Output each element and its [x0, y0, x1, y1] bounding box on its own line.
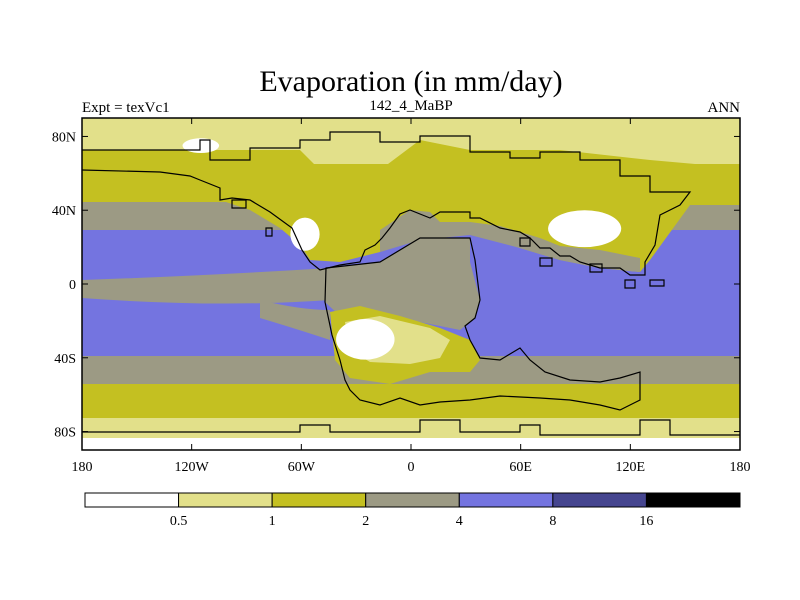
y-tick-label: 0 — [69, 278, 76, 293]
map-plot-area — [82, 118, 740, 450]
island-1 — [519, 237, 531, 247]
island-3 — [589, 263, 603, 273]
colorbar: 0.5 1 2 4 8 16 — [84, 492, 741, 529]
colorbar-swatch — [271, 492, 367, 508]
antarctic-coast — [82, 419, 740, 436]
island-5 — [649, 279, 665, 287]
south-high-lat-band — [82, 418, 740, 440]
colorbar-label: 8 — [549, 514, 556, 529]
colorbar-label: 2 — [362, 514, 369, 529]
colorbar-swatch — [365, 492, 460, 508]
experiment-label: Expt = texVc1 — [82, 100, 170, 116]
northern-continent-gray — [380, 210, 640, 272]
gray-eastern-pacific — [260, 300, 330, 340]
y-tick-label: 80N — [52, 130, 76, 145]
x-tick-label: 0 — [408, 460, 415, 475]
x-tick-label: 120E — [616, 460, 646, 475]
southern-continent-coast — [324, 237, 641, 411]
colorbar-label: 16 — [639, 514, 653, 529]
colorbar-label: 4 — [456, 514, 463, 529]
island-7 — [265, 227, 273, 237]
y-axis-ticks: 80N 40N 0 40S 80S — [52, 130, 740, 441]
gray-tropical-tongue — [82, 268, 330, 304]
island-4 — [624, 279, 636, 289]
white-zone-north-american-desert — [290, 217, 320, 251]
northern-continent-coast — [82, 131, 692, 276]
colorbar-swatch — [458, 492, 554, 508]
y-tick-label: 40S — [54, 352, 76, 367]
y-tick-label: 40N — [52, 204, 76, 219]
x-tick-label: 180 — [72, 460, 93, 475]
colorbar-label: 1 — [269, 514, 276, 529]
x-axis-ticks: 180 120W 60W 0 60E 120E 180 — [72, 118, 751, 475]
coastline-overlay — [82, 131, 740, 436]
colorbar-swatch — [178, 492, 273, 508]
x-tick-label: 60E — [509, 460, 532, 475]
colorbar-label: 0.5 — [170, 514, 188, 529]
x-tick-label: 120W — [175, 460, 210, 475]
y-tick-label: 80S — [54, 426, 76, 441]
chart-title: Evaporation (in mm/day) — [259, 65, 562, 98]
x-tick-label: 60W — [288, 460, 316, 475]
white-zone-asian-desert — [548, 210, 622, 248]
colorbar-swatch — [552, 492, 647, 508]
white-zone-southern-desert — [336, 319, 395, 360]
period-label: 142_4_MaBP — [369, 98, 452, 114]
season-label: ANN — [708, 100, 741, 116]
x-tick-label: 180 — [730, 460, 751, 475]
colorbar-swatch — [645, 492, 741, 508]
colorbar-swatch — [84, 492, 180, 508]
island-2 — [539, 257, 553, 267]
island-6 — [231, 199, 247, 209]
